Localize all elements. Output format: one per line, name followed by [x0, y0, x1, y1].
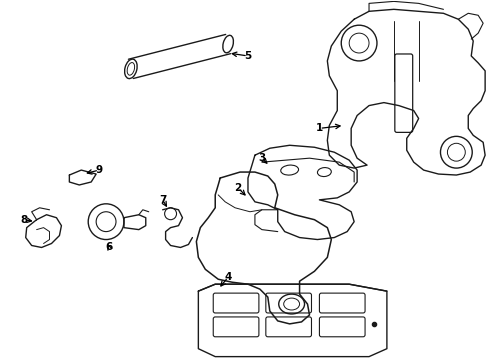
Text: 2: 2 [234, 183, 241, 193]
Text: 8: 8 [20, 215, 27, 225]
Text: 4: 4 [224, 272, 231, 282]
Text: 9: 9 [95, 165, 102, 175]
Text: 1: 1 [315, 123, 323, 134]
Text: 5: 5 [244, 51, 251, 61]
Text: 3: 3 [258, 153, 265, 163]
Text: 6: 6 [105, 243, 112, 252]
Text: 7: 7 [159, 195, 166, 205]
